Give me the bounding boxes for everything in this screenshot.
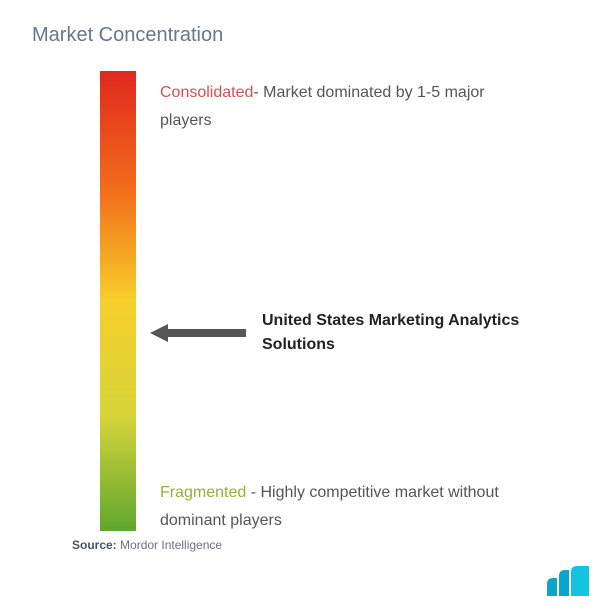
gradient-scale-bar xyxy=(100,71,136,531)
fragmented-label-block: Fragmented - Highly competitive market w… xyxy=(160,479,560,535)
page-title: Market Concentration xyxy=(32,24,581,47)
fragmented-key: Fragmented xyxy=(160,484,246,501)
marker-label: United States Marketing Analytics Soluti… xyxy=(262,309,562,357)
source-value: Mordor Intelligence xyxy=(117,538,222,552)
consolidated-label-block: Consolidated- Market dominated by 1-5 ma… xyxy=(160,79,540,135)
source-label: Source: xyxy=(72,538,117,552)
concentration-chart: Consolidated- Market dominated by 1-5 ma… xyxy=(28,71,581,531)
infographic-container: Market Concentration Consolidated- Marke… xyxy=(0,0,609,612)
consolidated-key: Consolidated xyxy=(160,84,253,101)
source-attribution: Source: Mordor Intelligence xyxy=(72,538,222,552)
logo-bars-icon xyxy=(547,566,589,596)
marker-arrow xyxy=(148,321,248,345)
mordor-intelligence-logo xyxy=(545,566,593,598)
